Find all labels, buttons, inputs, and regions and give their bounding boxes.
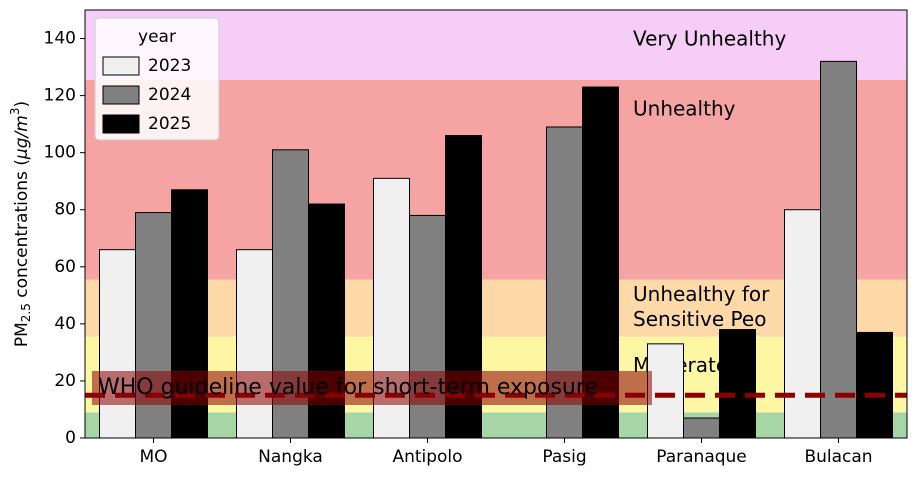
aqi-band xyxy=(85,412,907,438)
y-tick-label: 60 xyxy=(54,257,76,277)
bar xyxy=(647,343,684,439)
y-tick-label: 100 xyxy=(44,143,76,163)
x-tick-label: Pasig xyxy=(542,447,586,467)
x-tick-label: Nangka xyxy=(258,447,323,467)
y-tick-label: 80 xyxy=(54,200,76,220)
bar xyxy=(236,249,273,439)
y-label-part: μg/m xyxy=(12,115,32,160)
band-label: Sensitive Peo xyxy=(633,307,766,331)
plot-frame xyxy=(84,9,908,439)
bar xyxy=(719,329,756,439)
bar xyxy=(99,249,136,439)
legend-swatch xyxy=(102,114,140,134)
y-label-part: PM xyxy=(12,322,32,347)
y-tick-label: 120 xyxy=(44,86,76,106)
x-tick-label: Antipolo xyxy=(392,447,462,467)
y-label-part: concentrations ( xyxy=(12,159,32,303)
legend-label: 2023 xyxy=(148,56,191,76)
reference-label-box xyxy=(92,371,652,405)
legend-label: 2025 xyxy=(148,114,191,134)
x-tick-label: Paranaque xyxy=(656,447,747,467)
bar xyxy=(784,209,821,439)
y-tick-label: 20 xyxy=(54,371,76,391)
bar xyxy=(856,331,893,439)
y-tick-label: 40 xyxy=(54,314,76,334)
band-label: Very Unhealthy xyxy=(633,27,786,51)
x-tick-label: MO xyxy=(139,447,167,467)
bar xyxy=(820,60,857,439)
y-label-part: ) xyxy=(12,101,32,108)
y-label-part: 2.5 xyxy=(19,303,33,322)
band-label: Unhealthy xyxy=(633,96,736,120)
x-tick-label: Bulacan xyxy=(804,447,872,467)
aqi-band xyxy=(85,10,907,80)
legend-box xyxy=(94,17,220,141)
y-tick-label: 140 xyxy=(44,29,76,49)
legend-swatch xyxy=(102,56,140,76)
legend-title: year xyxy=(138,27,176,47)
y-axis-label: PM2.5 concentrations (μg/m3) xyxy=(8,101,33,347)
reference-label: WHO guideline value for short-term expos… xyxy=(98,375,598,400)
y-label-part: 3 xyxy=(8,108,22,116)
legend-swatch xyxy=(102,85,140,105)
y-tick-label: 0 xyxy=(65,428,76,448)
bar xyxy=(683,417,720,439)
aqi-band xyxy=(85,279,907,337)
aqi-band xyxy=(85,79,907,280)
legend-label: 2024 xyxy=(148,85,191,105)
band-label: Unhealthy for xyxy=(633,282,770,306)
